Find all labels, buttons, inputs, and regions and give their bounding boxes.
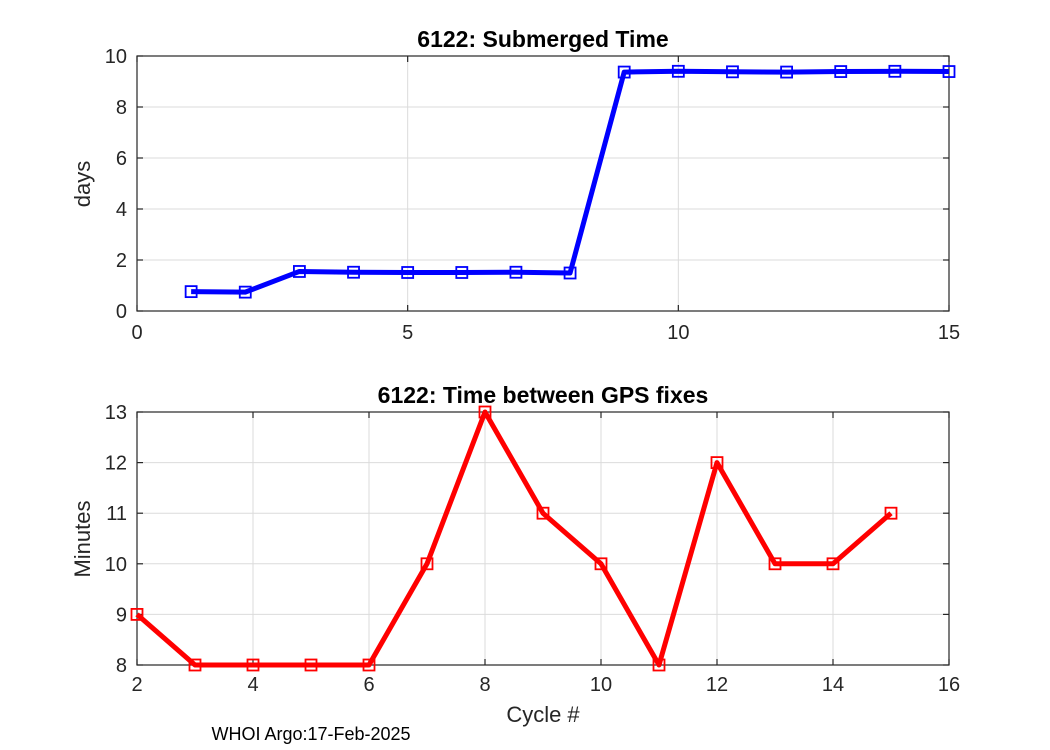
submerged-time-chart: 0 5 10 15 0 2 4 6 8 10 6122: Submerged Time days	[70, 26, 960, 344]
x-tick-label: 10	[590, 674, 612, 696]
y-tick-label: 12	[105, 453, 127, 475]
y-tick-label: 10	[105, 46, 127, 68]
data-point-marker	[834, 65, 848, 78]
y-tick-label: 8	[116, 97, 127, 119]
axes-border	[136, 55, 950, 312]
y-tick-label: 9	[116, 604, 127, 626]
data-point-marker	[942, 65, 956, 78]
bottom-x-axis-label: Cycle #	[506, 702, 580, 727]
data-point-marker	[509, 265, 523, 279]
data-point-marker	[362, 658, 376, 672]
x-tick-label: 12	[706, 674, 728, 696]
y-tick-label: 2	[116, 250, 127, 272]
data-point-marker	[780, 65, 793, 79]
x-tick-label: 14	[822, 674, 844, 696]
data-point-marker	[536, 506, 550, 520]
top-y-axis-label: days	[70, 161, 95, 207]
data-point-marker	[292, 265, 306, 278]
x-tick-label: 2	[131, 674, 142, 696]
data-point-marker	[347, 265, 360, 279]
data-point-marker	[401, 266, 415, 279]
y-tick-label: 13	[105, 402, 127, 424]
x-tick-label: 4	[247, 674, 258, 696]
data-point-marker	[563, 266, 577, 280]
x-tick-label: 6	[363, 674, 374, 696]
y-tick-label: 11	[106, 503, 127, 525]
y-tick-label: 10	[105, 554, 127, 576]
data-point-marker	[304, 658, 318, 672]
data-point-marker	[594, 557, 608, 571]
footer-caption: WHOI Argo:17-Feb-2025	[211, 724, 410, 744]
data-point-marker	[478, 405, 492, 419]
top-chart-title: 6122: Submerged Time	[417, 26, 668, 52]
data-point-marker	[671, 64, 685, 78]
data-line	[135, 409, 893, 668]
data-point-marker	[188, 658, 202, 672]
x-tick-label: 10	[667, 322, 689, 344]
x-tick-label: 5	[402, 322, 413, 344]
data-point-marker	[710, 456, 724, 470]
y-tick-label: 4	[116, 199, 127, 221]
data-point-marker	[238, 285, 252, 299]
data-point-marker	[455, 266, 469, 279]
x-tick-label: 15	[938, 322, 960, 344]
y-tick-label: 8	[116, 655, 127, 677]
data-point-marker	[617, 65, 631, 79]
data-point-marker	[420, 557, 434, 571]
y-tick-label: 0	[116, 301, 127, 323]
x-tick-label: 16	[938, 674, 960, 696]
x-tick-label: 8	[479, 674, 490, 696]
data-point-marker	[246, 658, 260, 672]
axes-border	[136, 411, 950, 666]
data-point-marker	[884, 506, 898, 520]
data-point-marker	[768, 557, 782, 571]
data-point-marker	[888, 64, 902, 78]
y-tick-label: 6	[116, 148, 127, 170]
bottom-chart-title: 6122: Time between GPS fixes	[378, 382, 709, 408]
submerged-time-plot-area: 0 5 10 15 0 2 4 6 8 10	[105, 46, 960, 344]
data-point-marker	[130, 608, 144, 621]
data-point-marker	[726, 65, 739, 79]
bottom-y-axis-label: Minutes	[70, 500, 95, 577]
data-point-marker	[826, 557, 840, 571]
x-tick-label: 0	[131, 322, 142, 344]
data-line	[191, 68, 950, 295]
gps-fix-interval-chart: 2 4 6 8 10 12 14 16 8 9 10 11 12 13 6122: Time betwee…	[70, 382, 960, 727]
gps-fix-interval-plot-area: 2 4 6 8 10 12 14 16 8 9 10 11 12 13	[105, 402, 960, 696]
data-point-marker	[184, 285, 198, 299]
data-point-marker	[652, 658, 666, 672]
